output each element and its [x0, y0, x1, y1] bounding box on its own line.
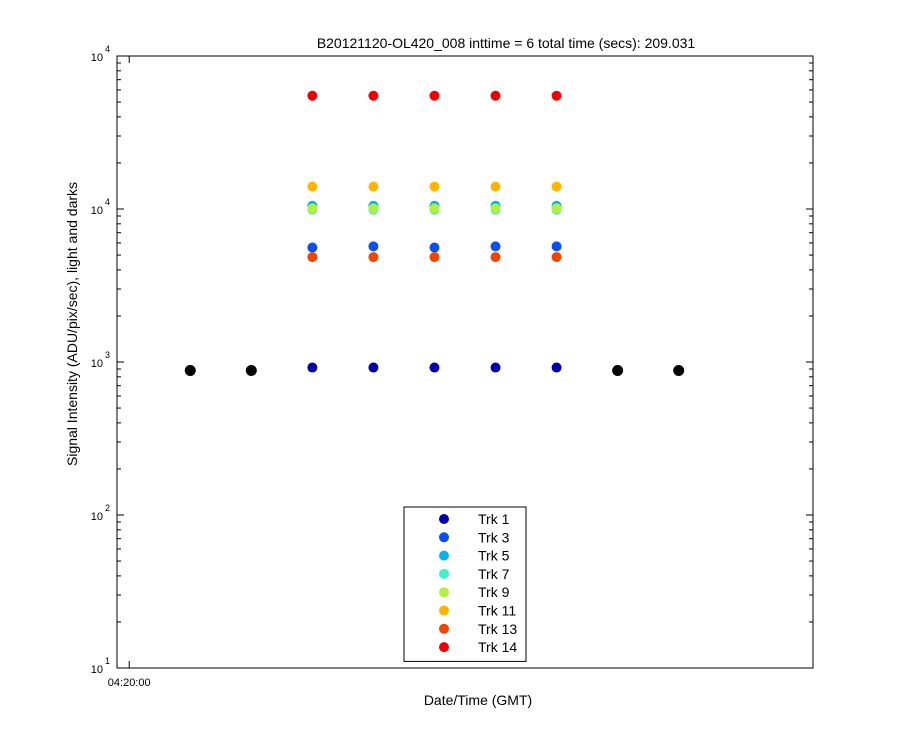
- y-tick-label: 10: [91, 358, 103, 370]
- data-point: [551, 90, 562, 101]
- data-point: [429, 242, 440, 253]
- data-point: [307, 203, 318, 214]
- data-point: [429, 181, 440, 192]
- dark-point: [184, 364, 196, 376]
- data-point: [307, 242, 318, 253]
- data-point: [490, 241, 501, 252]
- dark-point: [612, 364, 624, 376]
- dark-point: [245, 364, 257, 376]
- data-point: [368, 181, 379, 192]
- data-point: [490, 181, 501, 192]
- data-points: [184, 90, 685, 376]
- legend-marker: [439, 550, 449, 561]
- data-point: [429, 252, 440, 263]
- data-point: [490, 362, 501, 373]
- legend-box: [403, 506, 527, 662]
- x-tick-label: 04:20:00: [108, 677, 151, 689]
- legend-label: Trk 9: [478, 584, 510, 600]
- data-point: [429, 362, 440, 373]
- y-axis-label: Signal Intensity (ADU/pix/sec), light an…: [64, 182, 80, 466]
- data-point: [368, 252, 379, 263]
- data-point: [307, 252, 318, 263]
- y-tick-exponent: 2: [105, 503, 110, 513]
- data-point: [551, 241, 562, 252]
- y-tick-label: 10: [91, 205, 103, 217]
- legend-marker: [439, 587, 449, 598]
- dark-point: [673, 364, 685, 376]
- data-point: [307, 362, 318, 373]
- chart-title: B20121120-OL420_008 inttime = 6 total ti…: [317, 35, 696, 51]
- legend: Trk 1 Trk 3 Trk 5 Trk 7 Trk 9 Trk 11 Trk 13 Trk…: [403, 506, 527, 662]
- data-point: [429, 203, 440, 214]
- legend-label: Trk 14: [478, 639, 517, 655]
- x-axis: 04:20:00: [108, 56, 151, 689]
- legend-label: Trk 1: [478, 511, 510, 527]
- y-tick-label: 10: [91, 511, 103, 523]
- data-point: [551, 252, 562, 263]
- data-point: [490, 252, 501, 263]
- y-tick-exponent: 1: [105, 656, 110, 666]
- data-point: [551, 181, 562, 192]
- data-point: [368, 362, 379, 373]
- y-tick-exponent: 3: [105, 350, 110, 360]
- legend-marker: [439, 605, 449, 616]
- legend-marker: [439, 514, 449, 524]
- legend-marker: [439, 642, 449, 653]
- data-point: [368, 241, 379, 252]
- data-point: [368, 90, 379, 101]
- legend-label: Trk 5: [478, 548, 510, 564]
- y-tick-label: 10: [91, 664, 103, 676]
- data-point: [551, 203, 562, 214]
- legend-label: Trk 7: [478, 566, 510, 582]
- legend-label: Trk 3: [478, 529, 510, 545]
- y-tick-label: 10: [91, 52, 103, 64]
- data-point: [429, 90, 440, 101]
- data-point: [307, 181, 318, 192]
- y-tick-exponent: 4: [105, 44, 110, 54]
- legend-marker: [439, 623, 449, 634]
- data-point: [490, 203, 501, 214]
- legend-label: Trk 13: [478, 621, 517, 637]
- data-point: [307, 90, 318, 101]
- data-point: [551, 362, 562, 373]
- data-point: [368, 203, 379, 214]
- legend-marker: [439, 568, 449, 579]
- legend-label: Trk 11: [478, 603, 516, 619]
- legend-marker: [439, 532, 449, 543]
- y-tick-exponent: 4: [105, 197, 110, 207]
- data-point: [490, 90, 501, 101]
- x-axis-label: Date/Time (GMT): [424, 692, 532, 708]
